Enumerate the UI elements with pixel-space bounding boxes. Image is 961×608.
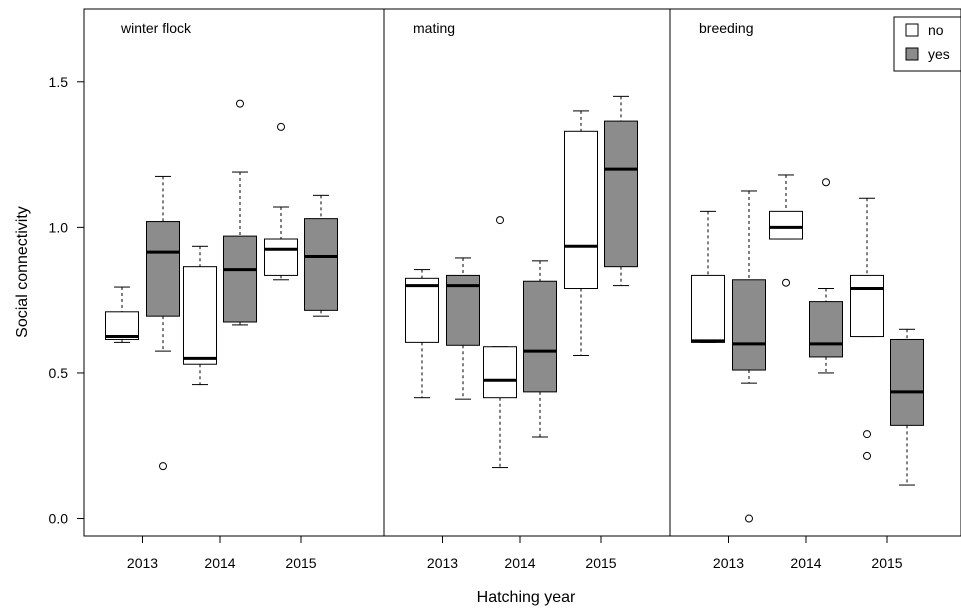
box-iqr xyxy=(604,120,638,268)
legend: no yes xyxy=(893,16,961,72)
y-axis: 0.0 0.5 1.0 1.5 xyxy=(49,74,85,527)
box-2013-no xyxy=(105,286,139,343)
y-tick-label: 0.5 xyxy=(49,365,69,381)
legend-label-yes: yes xyxy=(928,46,950,62)
box-2014-yes xyxy=(809,178,843,374)
x-tick-label: 2015 xyxy=(285,555,316,571)
outlier-point xyxy=(496,216,504,225)
box-iqr xyxy=(223,235,257,323)
box-2014-yes xyxy=(223,99,257,326)
panel-breeding: breeding 2013 2014 2015 xyxy=(669,8,961,571)
panel-label: mating xyxy=(413,20,455,36)
y-axis-title: Social connectivity xyxy=(14,206,31,338)
box-iqr xyxy=(405,277,439,343)
box-iqr xyxy=(890,338,924,426)
box-iqr xyxy=(691,274,725,343)
outlier-point xyxy=(782,278,790,287)
panel-winter-flock: winter flock 2013 2014 2015 xyxy=(83,8,385,571)
box-iqr xyxy=(304,218,338,311)
box-2013-no xyxy=(405,269,439,399)
box-iqr xyxy=(105,311,139,340)
box-iqr xyxy=(769,210,803,240)
box-iqr xyxy=(809,301,843,358)
box-2013-no xyxy=(691,210,725,343)
box-2015-no xyxy=(564,110,598,356)
panel-frame xyxy=(383,8,671,537)
outlier-point xyxy=(277,122,285,131)
box-iqr xyxy=(523,280,557,393)
box-iqr xyxy=(850,274,884,338)
outlier-point xyxy=(745,514,753,523)
outlier-point xyxy=(236,99,244,108)
legend-swatch-yes xyxy=(905,47,919,61)
y-tick-label: 0.0 xyxy=(49,511,69,527)
x-tick-label: 2015 xyxy=(871,555,902,571)
x-tick-label: 2013 xyxy=(127,555,158,571)
box-iqr xyxy=(146,221,180,317)
outlier-point xyxy=(822,178,830,187)
x-tick-label: 2013 xyxy=(427,555,458,571)
box-2015-no xyxy=(850,197,884,460)
box-2013-yes xyxy=(732,190,766,523)
panel-label: breeding xyxy=(699,20,754,36)
outlier-point xyxy=(159,462,167,471)
box-iqr xyxy=(183,266,217,365)
legend-label-no: no xyxy=(928,22,944,38)
box-2015-no xyxy=(264,122,298,281)
panel-label: winter flock xyxy=(120,20,192,36)
box-iqr xyxy=(732,279,766,371)
box-iqr xyxy=(264,238,298,276)
outlier-point xyxy=(863,451,871,460)
box-2014-yes xyxy=(523,260,557,438)
panel-mating: mating 2013 2014 2015 xyxy=(383,8,671,571)
x-axis-title: Hatching year xyxy=(477,589,576,606)
box-2015-yes xyxy=(604,95,638,287)
outlier-point xyxy=(863,430,871,439)
x-tick-label: 2014 xyxy=(204,555,235,571)
box-2015-yes xyxy=(304,194,338,317)
box-2013-yes xyxy=(446,257,480,400)
legend-swatch-no xyxy=(905,23,919,37)
box-2014-no xyxy=(183,245,217,386)
box-iqr xyxy=(483,346,517,399)
box-2015-yes xyxy=(890,328,924,486)
y-tick-label: 1.0 xyxy=(49,219,69,235)
box-2014-no xyxy=(483,216,517,469)
legend-box xyxy=(893,16,961,72)
x-tick-label: 2013 xyxy=(713,555,744,571)
box-iqr xyxy=(564,130,598,290)
x-tick-label: 2014 xyxy=(504,555,535,571)
x-tick-label: 2014 xyxy=(790,555,821,571)
box-2014-no xyxy=(769,174,803,287)
box-2013-yes xyxy=(146,175,180,471)
y-tick-label: 1.5 xyxy=(49,74,69,90)
x-tick-label: 2015 xyxy=(585,555,616,571)
panel-frame xyxy=(669,8,961,537)
panels: winter flock 2013 2014 2015 mating 2013 2014 20… xyxy=(83,8,961,571)
